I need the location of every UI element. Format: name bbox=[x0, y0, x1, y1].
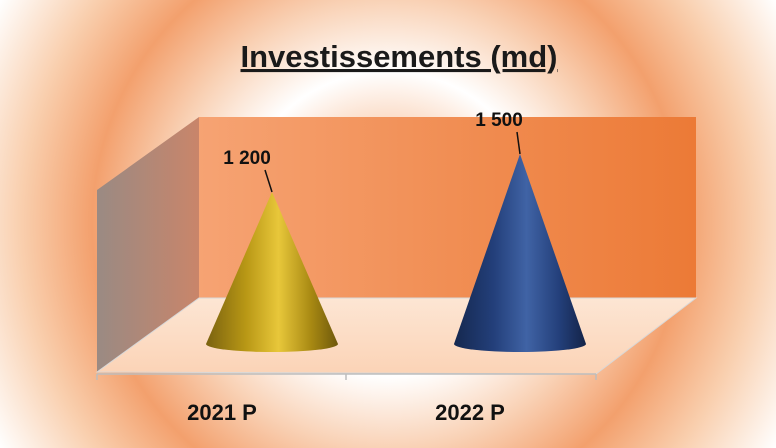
side-wall bbox=[97, 117, 199, 372]
data-label: 1 200 bbox=[223, 148, 271, 169]
data-label-leader bbox=[264, 169, 273, 193]
category-label: 2021 P bbox=[187, 400, 257, 425]
marks-group: 1 200 2021 P 1 500 2022 P bbox=[187, 110, 586, 425]
data-label-leader bbox=[516, 131, 521, 155]
floor bbox=[95, 297, 698, 375]
chart-title: Investissements (md) bbox=[241, 39, 558, 74]
data-label: 1 500 bbox=[475, 110, 523, 131]
cone-bar bbox=[454, 154, 586, 352]
category-label: 2022 P bbox=[435, 400, 505, 425]
cone-bar bbox=[206, 192, 338, 352]
back-wall bbox=[199, 117, 696, 298]
